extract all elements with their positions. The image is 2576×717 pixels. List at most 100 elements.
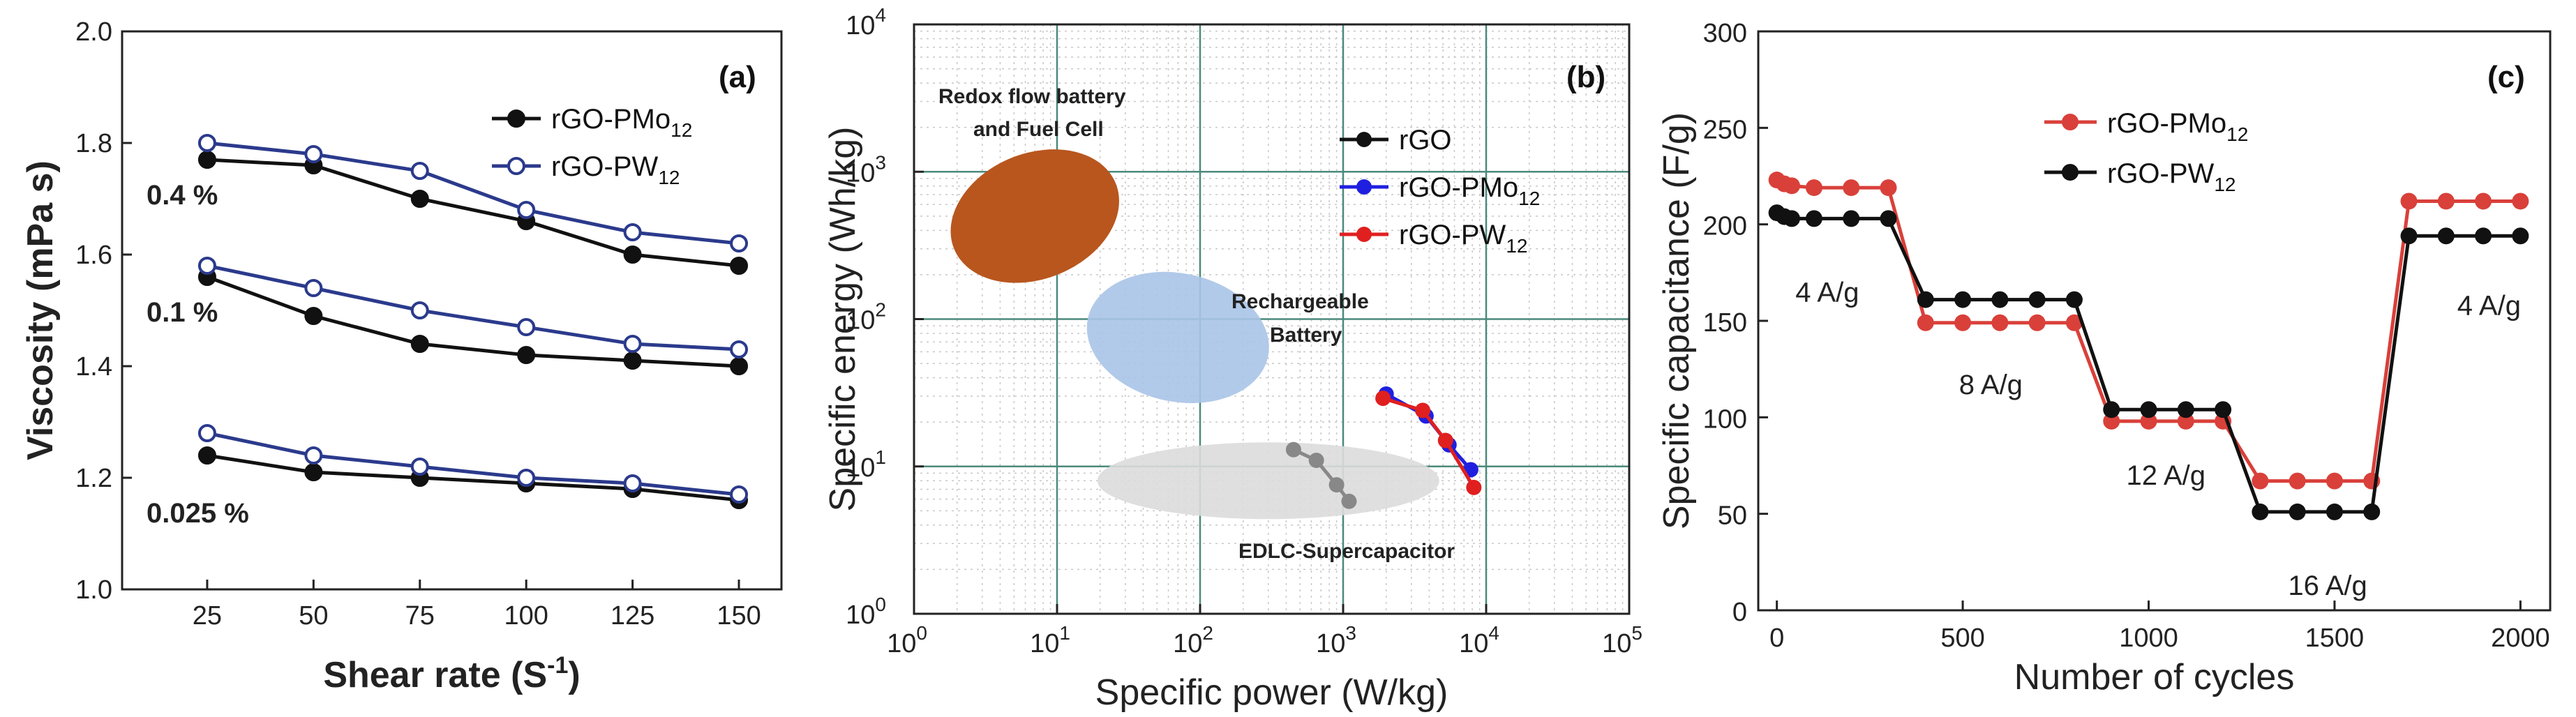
series-line bbox=[207, 158, 740, 268]
data-point bbox=[410, 335, 429, 353]
x-tick-label: 50 bbox=[299, 601, 328, 631]
data-point bbox=[1954, 314, 1972, 331]
rate-label: 8 A/g bbox=[1959, 370, 2023, 400]
data-point bbox=[2326, 503, 2343, 520]
data-point bbox=[197, 424, 216, 442]
data-point bbox=[2252, 503, 2269, 520]
panel-c-cycling-chart: 0 500 1000 1500 2000 0 50 100 150 200 250 300 Number… bbox=[1656, 19, 2552, 697]
data-point bbox=[2065, 314, 2083, 331]
y-tick-label: 2.0 bbox=[75, 17, 112, 47]
data-point bbox=[1880, 179, 1897, 197]
x-tick-label: 100 bbox=[887, 622, 927, 658]
panel-label: (a) bbox=[719, 60, 756, 94]
y-tick-label: 101 bbox=[846, 446, 886, 483]
legend-entry: rGO-PMo12 bbox=[551, 104, 692, 141]
series-line bbox=[207, 264, 740, 352]
data-point bbox=[1991, 314, 2009, 331]
data-point bbox=[2177, 412, 2194, 430]
y-tick-label: 0 bbox=[1732, 598, 1747, 627]
y-tick-label: 104 bbox=[846, 4, 886, 40]
rate-label: 4 A/g bbox=[1795, 277, 1859, 308]
x-axis-title: Number of cycles bbox=[2014, 657, 2295, 697]
data-point bbox=[2252, 472, 2269, 490]
data-point bbox=[1375, 391, 1391, 407]
data-point bbox=[730, 357, 749, 375]
x-tick-label: 125 bbox=[611, 601, 654, 631]
region-edlc bbox=[1097, 442, 1439, 520]
data-point bbox=[304, 279, 323, 297]
data-point bbox=[1843, 179, 1860, 197]
data-point bbox=[197, 134, 216, 152]
rate-label: 12 A/g bbox=[2127, 460, 2206, 491]
x-tick-label: 500 bbox=[1940, 624, 1984, 653]
data-point bbox=[2065, 291, 2083, 308]
legend-entry: rGO bbox=[1399, 125, 1452, 156]
data-point bbox=[2177, 401, 2194, 418]
y-tick-label: 1.0 bbox=[75, 575, 112, 605]
data-point bbox=[1285, 441, 1301, 458]
y-tick-label: 50 bbox=[1718, 501, 1747, 531]
data-point bbox=[623, 352, 642, 370]
data-point bbox=[1415, 402, 1431, 418]
y-tick-label: 103 bbox=[846, 151, 886, 188]
data-point bbox=[2140, 412, 2157, 430]
data-point bbox=[2512, 193, 2529, 210]
region-label: EDLC-Supercapacitor bbox=[1238, 540, 1455, 563]
legend-entry: rGO-PW12 bbox=[2107, 158, 2236, 195]
data-point bbox=[2437, 193, 2455, 210]
data-point bbox=[1466, 479, 1482, 495]
data-point bbox=[1917, 314, 1934, 331]
x-tick-label: 1500 bbox=[2305, 624, 2365, 653]
data-point bbox=[2028, 314, 2046, 331]
y-axis-title: Specific capacitance (F/g) bbox=[1656, 112, 1697, 529]
data-point bbox=[730, 340, 749, 358]
data-point bbox=[2103, 412, 2120, 430]
concentration-label: 0.4 % bbox=[147, 180, 218, 211]
y-tick-label: 1.4 bbox=[75, 352, 112, 382]
data-point bbox=[2363, 503, 2381, 520]
data-point bbox=[410, 301, 429, 319]
data-point bbox=[2437, 227, 2455, 245]
data-point bbox=[517, 318, 536, 336]
y-tick-label: 102 bbox=[846, 299, 886, 335]
y-axis-title: Specific energy (Wh/kg) bbox=[823, 127, 863, 512]
legend-swatch-marker bbox=[2062, 114, 2079, 130]
panel-a-viscosity-chart: 25 50 75 100 125 150 1.0 1.2 1.4 1.6 1.8 2.0 Shear r… bbox=[20, 17, 783, 695]
data-point bbox=[304, 446, 323, 465]
data-point bbox=[1991, 291, 2009, 308]
data-point bbox=[623, 474, 642, 492]
legend-entry: rGO-PMo12 bbox=[2107, 108, 2248, 145]
x-tick-label: 100 bbox=[504, 601, 548, 631]
data-point bbox=[1954, 291, 1972, 308]
data-point bbox=[410, 458, 429, 476]
data-point bbox=[1880, 210, 1897, 227]
x-axis-title: Shear rate (S-1) bbox=[323, 652, 580, 695]
y-tick-label: 1.8 bbox=[75, 129, 112, 158]
data-point bbox=[197, 151, 216, 169]
data-point bbox=[1917, 291, 1934, 308]
region-redox bbox=[950, 149, 1119, 283]
rate-label: 4 A/g bbox=[2457, 291, 2521, 322]
y-tick-label: 200 bbox=[1703, 212, 1747, 241]
series-line bbox=[1382, 396, 1476, 489]
data-point bbox=[410, 162, 429, 180]
x-tick-label: 103 bbox=[1316, 622, 1356, 658]
data-point bbox=[2289, 503, 2306, 520]
legend-entry: rGO-PW12 bbox=[1399, 220, 1527, 257]
data-point bbox=[623, 246, 642, 264]
data-point bbox=[517, 201, 536, 219]
data-point bbox=[2475, 193, 2492, 210]
data-point bbox=[1843, 210, 1860, 227]
data-point bbox=[2028, 291, 2046, 308]
data-point bbox=[2400, 227, 2418, 245]
y-tick-label: 150 bbox=[1703, 308, 1747, 338]
data-point bbox=[1341, 493, 1357, 509]
panel-b-ragone-plot: Redox flow battery and Fuel Cell Rechargea… bbox=[823, 4, 1642, 713]
y-tick-label: 100 bbox=[846, 594, 886, 630]
series-line bbox=[1292, 448, 1351, 503]
y-tick-label: 1.6 bbox=[75, 241, 112, 270]
data-point bbox=[517, 346, 536, 364]
data-point bbox=[1437, 432, 1453, 448]
